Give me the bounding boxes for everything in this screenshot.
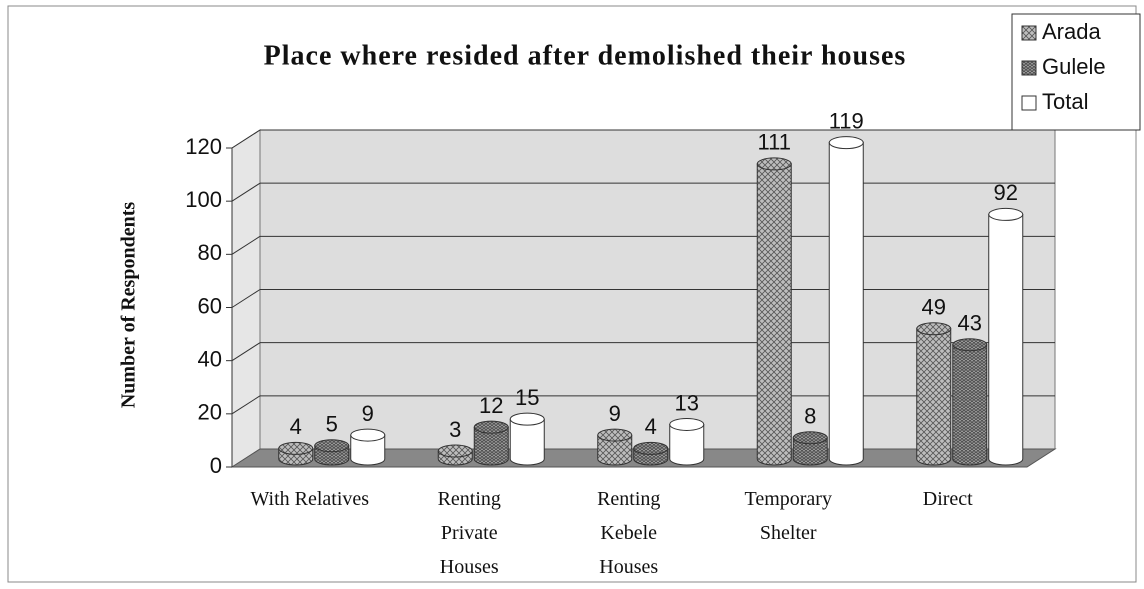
x-tick-label: Direct xyxy=(923,488,973,510)
y-tick-label: 60 xyxy=(198,293,222,318)
bar-top xyxy=(437,444,473,458)
bar xyxy=(828,142,864,466)
bar-top xyxy=(350,428,386,442)
grid-line xyxy=(231,289,261,308)
bar-top xyxy=(633,441,669,455)
data-label: 49 xyxy=(922,295,946,320)
bar-top xyxy=(278,441,314,455)
legend-label: Arada xyxy=(1042,19,1101,44)
data-label: 4 xyxy=(290,414,302,439)
bar-top xyxy=(952,338,988,352)
y-tick-label: 100 xyxy=(185,187,222,212)
y-axis-label: Number of Respondents xyxy=(118,202,140,409)
data-label: 9 xyxy=(609,401,621,426)
y-tick-label: 0 xyxy=(210,453,222,478)
bar-top xyxy=(828,136,864,150)
bar-top xyxy=(597,428,633,442)
data-label: 119 xyxy=(829,108,864,133)
bar-top xyxy=(314,439,350,453)
chart-border xyxy=(7,5,1137,583)
bar xyxy=(756,163,792,466)
bar xyxy=(597,434,633,466)
legend-swatch xyxy=(1021,25,1037,41)
bar xyxy=(792,437,828,466)
data-label: 3 xyxy=(449,417,461,442)
bar xyxy=(473,426,509,466)
y-tick-label: 80 xyxy=(198,240,222,265)
grid-line xyxy=(231,129,261,149)
data-label: 111 xyxy=(758,130,791,155)
legend-label: Total xyxy=(1042,89,1088,114)
data-label: 4 xyxy=(645,414,657,439)
bar xyxy=(669,423,705,466)
grid-line xyxy=(231,182,261,202)
bar xyxy=(916,328,952,466)
legend-swatch xyxy=(1021,95,1037,111)
y-tick-label: 120 xyxy=(185,134,222,159)
grid-line xyxy=(231,342,261,362)
data-label: 92 xyxy=(994,180,1018,205)
bar xyxy=(988,213,1024,466)
data-label: 5 xyxy=(326,412,338,437)
bar-top xyxy=(792,431,828,445)
x-tick-label: Temporary Shelter xyxy=(745,488,832,544)
y-tick-label: 40 xyxy=(198,346,222,371)
data-label: 12 xyxy=(479,393,503,418)
bar-top xyxy=(916,322,952,336)
data-label: 9 xyxy=(362,401,374,426)
y-tick-label: 20 xyxy=(198,400,222,425)
data-label: 13 xyxy=(675,390,699,415)
chart-title: Place where resided after demolished the… xyxy=(264,40,907,71)
x-tick-label: With Relatives xyxy=(250,488,369,510)
bar-top xyxy=(509,412,545,426)
bar-top xyxy=(988,207,1024,221)
bar-top xyxy=(473,420,509,434)
grid-line xyxy=(231,395,261,415)
x-tick-label: Renting Kebele Houses xyxy=(597,488,660,578)
legend-swatch xyxy=(1021,60,1037,76)
legend-label: Gulele xyxy=(1042,54,1106,79)
bar-top xyxy=(756,157,792,171)
bar xyxy=(350,434,386,466)
data-label: 15 xyxy=(515,385,539,410)
x-tick-label: Renting Private Houses xyxy=(438,488,501,578)
grid-line xyxy=(231,235,261,255)
bar xyxy=(509,418,545,466)
bar-top xyxy=(669,417,705,431)
data-label: 43 xyxy=(958,311,982,336)
data-label: 8 xyxy=(804,404,816,429)
bar xyxy=(952,344,988,466)
